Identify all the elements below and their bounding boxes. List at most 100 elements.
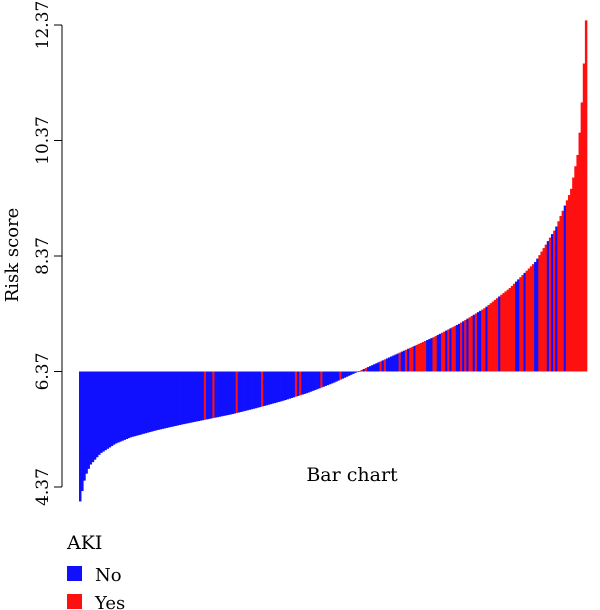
bar <box>121 371 124 441</box>
bar <box>519 277 522 372</box>
bar <box>239 371 243 412</box>
bar <box>146 371 150 433</box>
bar <box>206 371 209 420</box>
bar <box>237 371 241 413</box>
bar <box>241 371 245 412</box>
bar <box>371 365 374 372</box>
bar <box>85 371 88 474</box>
bar <box>375 363 378 372</box>
bar <box>531 264 535 372</box>
bar <box>134 371 137 437</box>
legend: AKI No Yes <box>66 532 125 610</box>
bar <box>81 371 84 492</box>
bar <box>517 279 520 372</box>
bar <box>165 371 169 428</box>
bar <box>440 332 444 372</box>
bar <box>155 371 158 431</box>
bar <box>540 251 543 372</box>
bar <box>415 344 419 372</box>
bar <box>457 323 461 372</box>
bar <box>333 371 336 383</box>
bar <box>282 371 285 401</box>
chart-annotation: Bar chart <box>306 464 398 486</box>
bar <box>572 177 575 372</box>
bar <box>430 338 433 372</box>
bar <box>358 370 361 372</box>
bar <box>466 318 469 372</box>
bar <box>493 299 497 372</box>
bar <box>252 371 256 409</box>
bar <box>326 371 330 386</box>
bar <box>112 371 116 445</box>
bar <box>129 371 133 438</box>
bar <box>258 371 262 408</box>
bar <box>210 371 213 419</box>
legend-swatch-no <box>67 566 82 581</box>
y-tick-label: 12.37 <box>33 1 53 50</box>
legend-label-yes: Yes <box>94 593 125 610</box>
bar <box>341 371 344 379</box>
y-tick-label: 10.37 <box>33 116 53 165</box>
bar <box>491 301 495 372</box>
bar <box>345 371 349 377</box>
bar <box>178 371 181 426</box>
bar <box>366 367 370 372</box>
bar <box>254 371 258 409</box>
bar <box>294 371 298 397</box>
bar <box>413 345 416 372</box>
bar <box>89 371 93 465</box>
bar <box>277 371 281 402</box>
bar <box>390 356 393 372</box>
bar <box>483 308 486 372</box>
bar <box>136 371 139 436</box>
bar <box>377 362 380 372</box>
bar <box>127 371 131 439</box>
bar <box>216 371 220 418</box>
legend-title: AKI <box>66 532 102 554</box>
bar <box>515 281 518 372</box>
bar <box>157 371 160 430</box>
bar <box>233 371 236 414</box>
bar <box>288 371 292 399</box>
bar <box>347 371 351 376</box>
bar <box>320 371 323 388</box>
bar <box>144 371 148 434</box>
bar <box>502 293 505 372</box>
bar <box>574 166 577 372</box>
bar <box>182 371 186 425</box>
bar <box>500 294 503 372</box>
bar <box>548 237 552 372</box>
bar <box>451 327 454 372</box>
bar <box>394 354 397 372</box>
bar <box>563 205 567 372</box>
bar <box>352 371 355 374</box>
bar <box>220 371 224 417</box>
bar <box>421 341 425 372</box>
bar <box>250 371 253 410</box>
bar <box>383 359 387 372</box>
bar <box>447 329 450 372</box>
bar <box>191 371 194 423</box>
bar <box>316 371 319 390</box>
bar <box>544 244 548 372</box>
bar <box>553 230 556 372</box>
bar <box>349 371 353 375</box>
bar <box>208 371 211 419</box>
bar <box>498 296 501 372</box>
bar <box>396 353 399 372</box>
bar <box>434 336 438 372</box>
bar <box>324 371 327 386</box>
bar <box>462 321 465 372</box>
bar <box>174 371 177 426</box>
bar <box>402 350 406 372</box>
bar <box>231 371 234 415</box>
bar <box>203 371 207 420</box>
bar <box>104 371 107 451</box>
bar <box>138 371 141 435</box>
bar <box>322 371 325 387</box>
bar <box>570 188 573 372</box>
bar <box>561 210 565 372</box>
bar <box>229 371 232 415</box>
bar <box>362 369 366 372</box>
